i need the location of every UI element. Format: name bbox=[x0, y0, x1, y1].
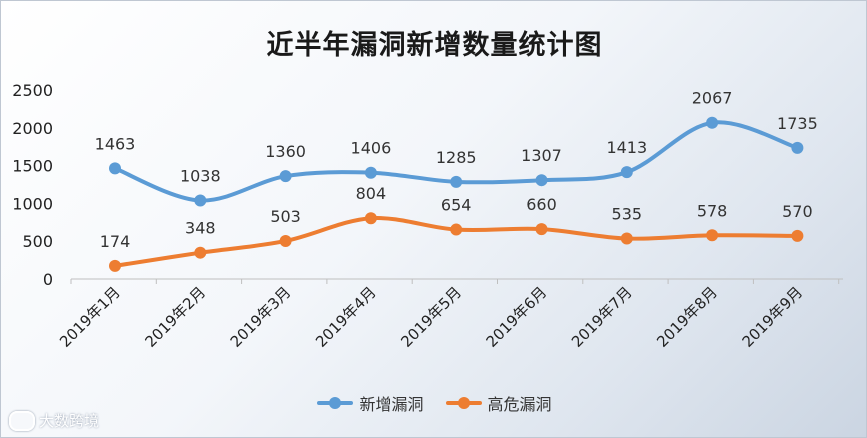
data-point-high-risk bbox=[279, 234, 292, 247]
y-tick-label: 0 bbox=[43, 270, 53, 289]
x-tick-label: 2019年4月 bbox=[312, 283, 380, 351]
chart-title: 近半年漏洞新增数量统计图 bbox=[266, 30, 603, 61]
x-tick-label: 2019年7月 bbox=[568, 283, 636, 351]
data-point-new bbox=[791, 141, 804, 154]
data-point-new bbox=[194, 194, 207, 207]
data-label: 1360 bbox=[265, 142, 306, 161]
data-point-new bbox=[706, 116, 719, 129]
data-point-high-risk bbox=[364, 212, 377, 225]
data-point-high-risk bbox=[791, 229, 804, 242]
legend: 新增漏洞 高危漏洞 bbox=[1, 391, 866, 415]
watermark-text: 大数跨境 bbox=[39, 412, 100, 430]
data-label: 1406 bbox=[351, 139, 392, 158]
data-label: 804 bbox=[356, 184, 387, 203]
data-label: 503 bbox=[270, 207, 301, 226]
data-label: 1735 bbox=[777, 114, 818, 133]
data-point-new bbox=[535, 174, 548, 187]
y-tick-label: 1000 bbox=[12, 194, 53, 213]
data-label: 578 bbox=[697, 201, 728, 220]
data-label: 660 bbox=[526, 195, 557, 214]
x-tick-label: 2019年8月 bbox=[653, 283, 721, 351]
data-label: 2067 bbox=[692, 89, 733, 108]
data-label: 1307 bbox=[521, 146, 562, 165]
legend-item-new[interactable]: 新增漏洞 bbox=[317, 391, 424, 415]
legend-label-high-risk: 高危漏洞 bbox=[487, 395, 552, 414]
data-label: 1463 bbox=[95, 134, 136, 153]
brand-logo-icon bbox=[9, 410, 35, 431]
legend-label-new: 新增漏洞 bbox=[359, 395, 424, 414]
data-point-high-risk bbox=[535, 223, 548, 236]
x-tick-label: 2019年2月 bbox=[141, 283, 209, 351]
x-tick-label: 2019年5月 bbox=[397, 283, 465, 351]
data-point-new bbox=[364, 166, 377, 179]
data-label: 174 bbox=[100, 232, 131, 251]
data-point-high-risk bbox=[194, 246, 207, 259]
data-label: 1285 bbox=[436, 148, 477, 167]
x-tick-label: 2019年6月 bbox=[483, 283, 551, 351]
x-tick-label: 2019年9月 bbox=[739, 283, 807, 351]
x-tick-label: 2019年1月 bbox=[56, 283, 124, 351]
data-point-high-risk bbox=[450, 223, 463, 236]
data-label: 1038 bbox=[180, 167, 221, 186]
data-point-high-risk bbox=[620, 232, 633, 245]
legend-swatch-high-risk bbox=[445, 397, 482, 409]
legend-swatch-new bbox=[317, 397, 354, 409]
data-label: 654 bbox=[441, 196, 472, 215]
data-point-high-risk bbox=[109, 259, 121, 272]
data-point-new bbox=[620, 166, 633, 179]
data-label: 1413 bbox=[606, 138, 647, 157]
data-point-high-risk bbox=[706, 229, 719, 242]
x-tick-label: 2019年3月 bbox=[227, 283, 295, 351]
data-label: 348 bbox=[185, 219, 216, 238]
y-tick-label: 500 bbox=[22, 232, 53, 251]
y-tick-label: 2500 bbox=[12, 81, 53, 100]
data-label: 570 bbox=[782, 202, 813, 221]
y-tick-label: 2000 bbox=[12, 119, 53, 138]
data-point-new bbox=[450, 175, 463, 188]
watermark: 大数跨境 bbox=[9, 410, 99, 431]
data-point-new bbox=[279, 170, 292, 183]
y-tick-label: 1500 bbox=[12, 157, 53, 176]
data-label: 535 bbox=[612, 205, 643, 224]
legend-item-high-risk[interactable]: 高危漏洞 bbox=[445, 391, 552, 415]
data-point-new bbox=[109, 162, 121, 175]
